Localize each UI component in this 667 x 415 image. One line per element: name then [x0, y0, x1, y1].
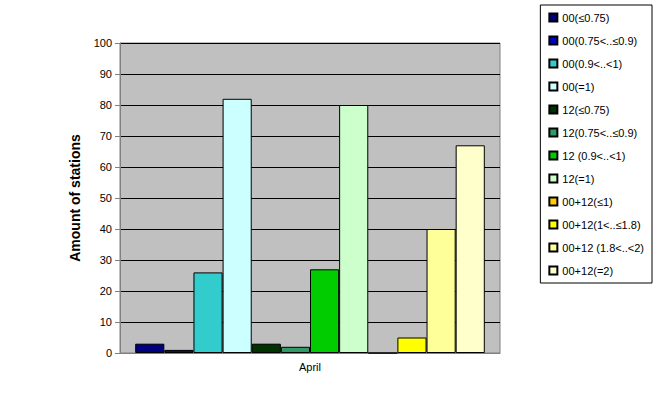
svg-text:30: 30	[100, 254, 112, 266]
svg-text:00+12(1<..≤1.8): 00+12(1<..≤1.8)	[562, 219, 640, 231]
svg-text:100: 100	[94, 37, 112, 49]
svg-text:00(0.9<..<1): 00(0.9<..<1)	[562, 58, 622, 70]
svg-text:Amount of stations: Amount of stations	[67, 134, 83, 262]
svg-text:80: 80	[100, 99, 112, 111]
svg-text:00+12(=2): 00+12(=2)	[562, 265, 613, 277]
svg-text:00(0.75<..≤0.9): 00(0.75<..≤0.9)	[562, 35, 637, 47]
svg-text:00+12(≤1): 00+12(≤1)	[562, 196, 612, 208]
svg-text:12(=1): 12(=1)	[562, 173, 594, 185]
svg-text:10: 10	[100, 316, 112, 328]
svg-text:50: 50	[100, 192, 112, 204]
svg-text:12(≤0.75): 12(≤0.75)	[562, 104, 609, 116]
svg-text:12(0.75<..≤0.9): 12(0.75<..≤0.9)	[562, 127, 637, 139]
svg-text:60: 60	[100, 161, 112, 173]
svg-text:40: 40	[100, 223, 112, 235]
svg-text:00(=1): 00(=1)	[562, 81, 594, 93]
svg-text:90: 90	[100, 68, 112, 80]
svg-text:0: 0	[106, 347, 112, 359]
svg-text:April: April	[299, 361, 321, 373]
svg-text:20: 20	[100, 285, 112, 297]
svg-text:12 (0.9<..<1): 12 (0.9<..<1)	[562, 150, 625, 162]
svg-text:00(≤0.75): 00(≤0.75)	[562, 12, 609, 24]
svg-text:00+12 (1.8<..<2): 00+12 (1.8<..<2)	[562, 242, 644, 254]
svg-text:70: 70	[100, 130, 112, 142]
